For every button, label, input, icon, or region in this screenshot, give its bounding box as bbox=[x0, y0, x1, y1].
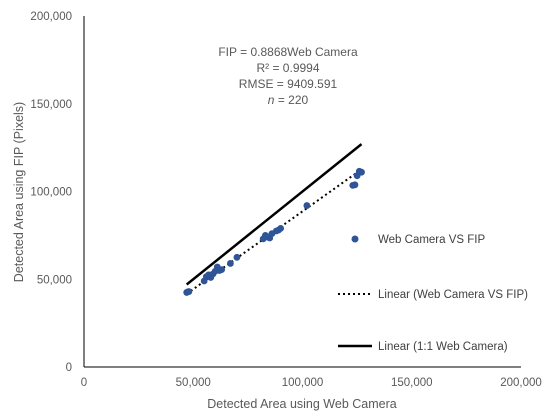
legend-label-scatter: Web Camera VS FIP bbox=[378, 234, 485, 246]
n-value: = 220 bbox=[274, 93, 308, 107]
y-axis-ticks: 0 50,000 100,000 150,000 200,000 bbox=[30, 11, 72, 374]
y-tick-label: 0 bbox=[66, 362, 72, 374]
data-point bbox=[226, 260, 234, 267]
x-axis-title: Detected Area using Web Camera bbox=[207, 397, 397, 411]
scatter-points bbox=[183, 167, 365, 296]
legend-label-fit: Linear (Web Camera VS FIP) bbox=[378, 289, 528, 301]
legend-marker-scatter bbox=[351, 235, 359, 243]
data-point bbox=[218, 266, 226, 273]
n-symbol: n bbox=[268, 93, 275, 107]
rmse-label: RMSE = 9409.591 bbox=[239, 77, 338, 91]
sample-size-label: n = 220 bbox=[268, 93, 309, 107]
regression-annotation: FIP = 0.8868Web Camera R² = 0.9994 RMSE … bbox=[218, 45, 358, 107]
data-point bbox=[358, 168, 365, 176]
y-tick-label: 150,000 bbox=[30, 99, 72, 111]
data-point bbox=[351, 181, 359, 189]
data-point bbox=[303, 202, 311, 209]
equation-label: FIP = 0.8868Web Camera bbox=[218, 45, 358, 59]
x-tick-label: 50,000 bbox=[176, 377, 211, 389]
r-squared-label: R² = 0.9994 bbox=[256, 61, 319, 75]
x-tick-label: 200,000 bbox=[500, 377, 542, 389]
y-tick-label: 100,000 bbox=[30, 187, 72, 199]
legend: Web Camera VS FIP Linear (Web Camera VS … bbox=[338, 234, 528, 353]
legend-label-one-to-one: Linear (1:1 Web Camera) bbox=[378, 341, 508, 353]
y-tick-label: 50,000 bbox=[37, 274, 72, 286]
x-tick-label: 150,000 bbox=[391, 377, 433, 389]
x-tick-label: 0 bbox=[81, 377, 87, 389]
y-axis-title: Detected Area using FIP (Pixels) bbox=[12, 102, 26, 282]
data-point bbox=[185, 288, 193, 295]
x-axis-ticks: 0 50,000 100,000 150,000 200,000 bbox=[81, 377, 542, 389]
one-to-one-line bbox=[185, 143, 363, 286]
data-point bbox=[233, 253, 241, 261]
y-tick-label: 200,000 bbox=[30, 11, 72, 23]
data-point bbox=[277, 224, 285, 232]
x-tick-label: 100,000 bbox=[282, 377, 324, 389]
